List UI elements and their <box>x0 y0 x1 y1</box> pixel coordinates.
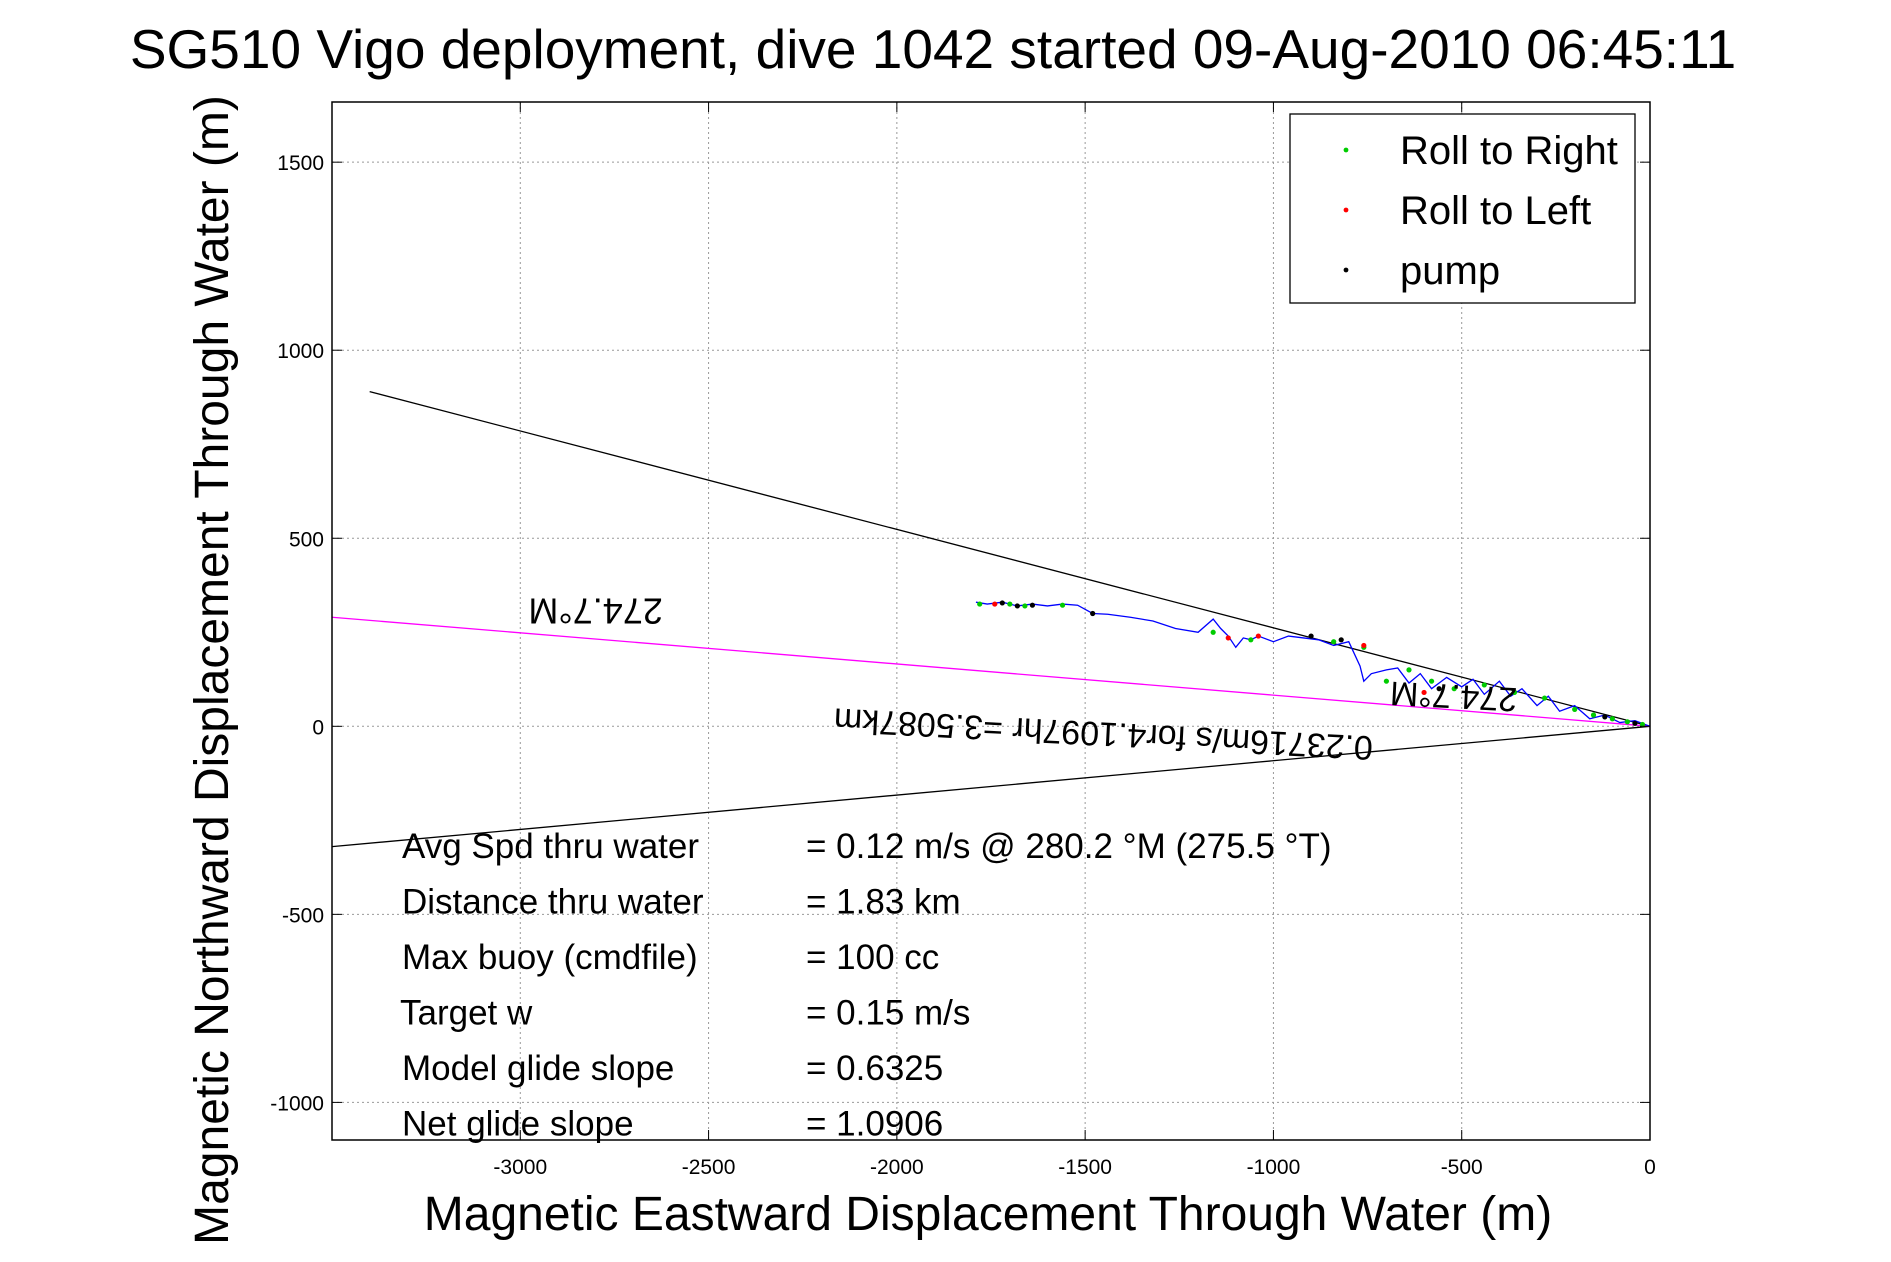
roll-right-point <box>1383 678 1389 684</box>
legend-marker <box>1343 207 1349 213</box>
glider-track <box>975 601 1651 727</box>
roll-right-point <box>1022 603 1028 609</box>
y-tick-label: 1500 <box>277 152 324 175</box>
roll-right-point <box>1007 601 1013 607</box>
roll-left-point <box>1361 642 1367 649</box>
y-tick-label: -1000 <box>270 1092 324 1115</box>
roll-right-point <box>1572 706 1578 712</box>
track-line <box>975 601 1651 727</box>
y-tick-label: -500 <box>282 904 324 927</box>
pump-point <box>1090 610 1096 617</box>
legend-marker <box>1343 267 1349 273</box>
y-tick-label: 0 <box>312 716 324 739</box>
annotation-label: Net glide slope <box>402 1105 634 1144</box>
stats-annotations: Avg Spd thru water = 0.12 m/s @ 280.2 °M … <box>400 827 1332 1144</box>
annotation-value: = 1.83 km <box>806 883 961 922</box>
x-tick-label: -3000 <box>493 1156 547 1179</box>
x-tick-label: -2500 <box>682 1156 736 1179</box>
roll-right-point <box>1406 667 1412 673</box>
roll-right-point <box>1541 695 1548 701</box>
annotation-label: Max buoy (cmdfile) <box>402 938 698 977</box>
rotated-label: 274.7°M <box>528 590 662 631</box>
x-axis-label: Magnetic Eastward Displacement Through W… <box>424 1188 1552 1241</box>
roll-right-point <box>1059 602 1066 608</box>
y-tick-label: 1000 <box>277 340 324 363</box>
annotation-value: = 0.15 m/s <box>806 994 970 1033</box>
roll-right-point <box>1639 721 1646 728</box>
legend-marker <box>1343 147 1349 153</box>
roll-left-point <box>1225 635 1231 641</box>
axis-ticks: -3000 -2500 -2000 -1500 -1000 -500 0 -1000 -500 0… <box>270 102 1656 1179</box>
legend-label: Roll to Right <box>1400 129 1618 173</box>
x-tick-label: 0 <box>1644 1156 1656 1179</box>
pump-point <box>1029 602 1036 608</box>
x-tick-label: -500 <box>1441 1156 1483 1179</box>
roll-markers <box>977 600 1646 728</box>
rotated-labels: 274.7°M 274.7°M 0.23716m/s for4.1097hr =3.… <box>528 590 1518 766</box>
roll-left-point <box>1421 689 1427 696</box>
legend: Roll to Right Roll to Left pump <box>1289 113 1636 304</box>
pump-point <box>1602 714 1608 720</box>
roll-right-point <box>1511 689 1518 696</box>
pump-point <box>1308 633 1314 639</box>
x-tick-label: -1000 <box>1247 1156 1301 1179</box>
annotation-label: Model glide slope <box>402 1049 674 1088</box>
roll-right-point <box>1428 678 1435 684</box>
x-tick-label: -2000 <box>870 1156 924 1179</box>
roll-right-point <box>1210 629 1216 635</box>
rotated-label: 274.7°M <box>1389 674 1518 719</box>
roll-right-point <box>1481 682 1487 688</box>
roll-right-point <box>1624 719 1631 725</box>
annotation-value: = 0.6325 <box>806 1049 943 1088</box>
roll-left-point <box>992 601 998 607</box>
legend-label: Roll to Left <box>1400 189 1591 233</box>
y-axis-label: Magnetic Northward Displacement Through … <box>186 95 239 1245</box>
annotation-value: = 0.12 m/s @ 280.2 °M (275.5 °T) <box>806 827 1332 866</box>
roll-right-point <box>1609 716 1615 722</box>
pump-point <box>999 600 1005 606</box>
line-lower-bound <box>331 725 1651 848</box>
legend-label: pump <box>1400 249 1500 293</box>
roll-right-point <box>1248 637 1254 643</box>
pump-point <box>1436 686 1442 692</box>
annotation-value: = 1.0906 <box>806 1105 943 1144</box>
reference-lines <box>331 390 1651 848</box>
roll-left-point <box>1255 633 1261 639</box>
annotation-label: Distance thru water <box>402 883 704 922</box>
annotation-label: Target w <box>400 994 533 1033</box>
roll-right-point <box>1451 686 1457 692</box>
axes-frame <box>331 101 1651 1141</box>
rotated-label: 0.23716m/s for4.1097hr =3.5087km <box>833 700 1374 766</box>
roll-right-point <box>1590 712 1597 718</box>
y-tick-label: 500 <box>289 528 324 551</box>
roll-right-point <box>1331 639 1337 645</box>
annotation-value: = 100 cc <box>806 938 939 977</box>
pump-point <box>1632 720 1638 726</box>
annotation-label: Avg Spd thru water <box>402 827 699 866</box>
pump-point <box>1014 603 1020 609</box>
line-upper-bound <box>369 390 1651 727</box>
roll-right-point <box>977 601 983 607</box>
pump-point <box>1338 637 1344 643</box>
line-heading-line <box>331 616 1651 727</box>
x-tick-label: -1500 <box>1058 1156 1112 1179</box>
chart-title: SG510 Vigo deployment, dive 1042 started… <box>130 18 1736 80</box>
